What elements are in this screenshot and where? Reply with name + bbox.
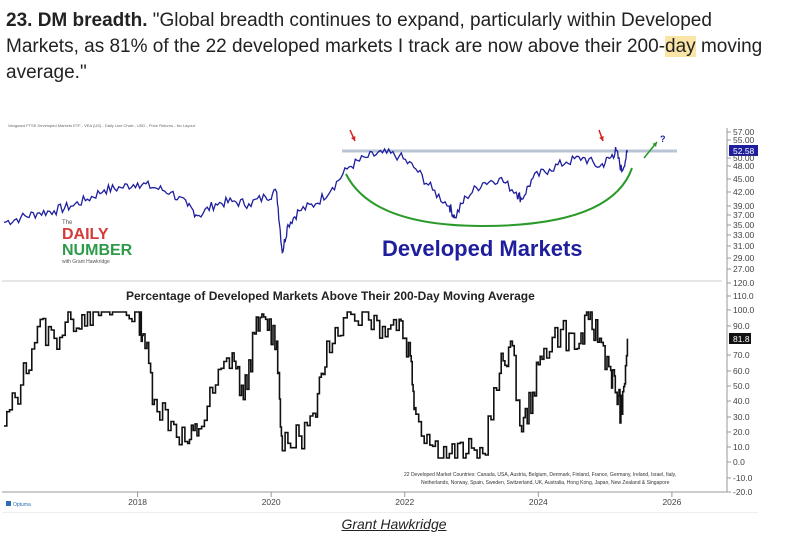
developed-markets-label: Developed Markets <box>382 236 583 261</box>
optuma-logo: Optuma <box>6 501 31 508</box>
y-tick-label: 27.00 <box>733 264 755 274</box>
y-tick-label: 29.00 <box>733 253 755 263</box>
logo-number: NUMBER <box>62 242 133 259</box>
y-tick-label: 100.0 <box>733 305 755 315</box>
highlighted-word: day <box>665 36 696 57</box>
cup-arc <box>345 167 633 228</box>
last-value-label: 52.58 <box>733 146 755 156</box>
last-value-label: 81.8 <box>733 334 750 344</box>
logo-daily: DAILY <box>62 226 109 243</box>
y-tick-label: 37.00 <box>733 210 755 220</box>
y-tick-label: 48.00 <box>733 161 755 171</box>
countries-note-line1: 22 Developed Market Countries: Canada, U… <box>404 472 676 478</box>
price-series-path <box>3 146 629 255</box>
chart-svg: Vanguard FTSE Developed Markets ETF - VE… <box>2 123 759 508</box>
y-tick-label: 42.00 <box>733 187 755 197</box>
chart-figure: Vanguard FTSE Developed Markets ETF - VE… <box>2 118 759 513</box>
x-tick-label: 2018 <box>128 497 147 507</box>
optuma-label: Optuma <box>13 502 31 508</box>
x-tick-label: 2022 <box>395 497 414 507</box>
x-tick-label: 2026 <box>662 497 681 507</box>
y-tick-label: 30.0 <box>733 412 750 422</box>
y-tick-label: 90.0 <box>733 321 750 331</box>
arrow-head <box>599 136 604 141</box>
y-tick-label: 120.0 <box>733 278 755 288</box>
bottom-y-axis: 120.0 110.0 100.0 90.0 81.8 70.0 60.0 50.0 40.0 3… <box>727 278 755 497</box>
y-tick-label: 55.00 <box>733 135 755 145</box>
y-tick-label: 60.0 <box>733 366 750 376</box>
y-tick-label: 31.00 <box>733 241 755 251</box>
top-price-line <box>3 146 629 255</box>
y-tick-label: 70.0 <box>733 350 750 360</box>
image-caption: Grant Hawkridge <box>0 516 788 532</box>
y-tick-label: 110.0 <box>733 291 754 301</box>
y-tick-label: 39.00 <box>733 201 755 211</box>
caption-link[interactable]: Grant Hawkridge <box>341 516 447 532</box>
red-arrow-right <box>598 129 604 142</box>
y-tick-label: 0.0 <box>733 457 745 467</box>
y-tick-label: 10.0 <box>733 442 750 452</box>
countries-note-line2: Netherlands, Norway, Spain, Sweden, Swit… <box>421 480 670 486</box>
y-tick-label: -10.0 <box>733 473 753 483</box>
article-quote-part1: "Global breadth continues to expand, par… <box>6 10 712 57</box>
x-axis: 2018 2020 2022 2024 2026 <box>128 492 682 507</box>
last-value-badge <box>729 145 759 156</box>
red-arrow-left <box>349 129 356 142</box>
arrow-head <box>652 142 657 147</box>
arrow-head <box>351 136 356 141</box>
y-tick-label: 35.00 <box>733 220 755 230</box>
bottom-chart-title: Percentage of Developed Markets Above Th… <box>126 289 535 303</box>
y-tick-label: 40.0 <box>733 396 750 406</box>
logo-the: The <box>62 220 73 226</box>
logo-byline: with Grant Hawkridge <box>62 259 110 265</box>
y-tick-label: 33.00 <box>733 230 755 240</box>
breadth-series-path <box>4 311 629 459</box>
y-tick-label: 50.00 <box>733 153 755 163</box>
x-tick-label: 2020 <box>262 497 281 507</box>
daily-number-logo: The DAILY NUMBER with Grant Hawkridge <box>62 220 133 265</box>
y-tick-label: 57.00 <box>733 127 755 137</box>
breadth-line <box>4 311 629 459</box>
article-paragraph: 23. DM breadth. "Global breadth continue… <box>6 8 776 86</box>
x-tick-label: 2024 <box>529 497 548 507</box>
y-tick-label: 50.0 <box>733 381 750 391</box>
article-heading: 23. DM breadth. <box>6 10 148 31</box>
article-quote-part2: moving average." <box>6 36 763 83</box>
y-tick-label: 45.00 <box>733 174 755 184</box>
top-chart-title: Vanguard FTSE Developed Markets ETF - VE… <box>8 123 196 128</box>
green-arrow <box>643 141 658 159</box>
y-tick-label: 20.0 <box>733 427 750 437</box>
optuma-icon <box>6 501 11 506</box>
last-value-badge <box>729 333 751 344</box>
question-mark: ? <box>660 134 666 144</box>
y-tick-label: -20.0 <box>733 487 753 497</box>
